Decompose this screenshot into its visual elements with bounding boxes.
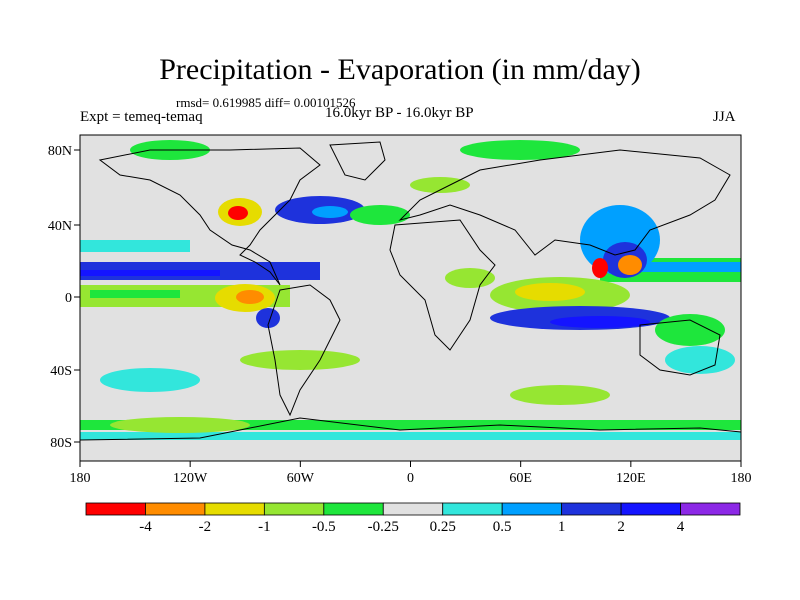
x-tick-label: 60E [509,471,532,486]
period-label: 16.0kyr BP - 16.0kyr BP [325,105,474,121]
coastlines [79,141,742,441]
colorbar-label: 2 [617,519,625,535]
colorbar-swatch [263,502,325,516]
colorbar-swatch [323,502,384,516]
colorbar-label: 4 [676,519,685,535]
season-label: JJA [713,109,736,125]
colorbar-swatch [561,502,622,516]
x-tick-label: 180 [731,471,752,486]
colorbar-label: 1 [557,519,566,535]
y-tick-label: 0 [65,291,72,306]
anomaly-field [80,140,741,440]
x-tick-label: 180 [70,471,91,486]
colorbar [85,502,741,516]
x-axis: 180 120W 60W 0 60E 120E 180 [70,461,752,486]
colorbar-swatch [145,502,206,516]
experiment-label: Expt = temeq-temaq [80,109,203,125]
colorbar-swatch [85,502,146,516]
y-tick-label: 80S [50,436,72,451]
colorbar-swatch [382,502,444,516]
colorbar-swatch [680,502,741,516]
x-tick-label: 0 [407,471,414,486]
y-tick-label: 40S [50,364,72,379]
y-axis: 80N 40N 0 40S 80S [48,144,80,451]
colorbar-label: 0.5 [492,519,512,535]
map-title: Precipitation - Evaporation (in mm/day) [159,53,641,86]
colorbar-label: -0.5 [311,519,336,535]
colorbar-label: -4 [139,519,152,535]
colorbar-label: -2 [198,519,212,535]
colorbar-swatch [501,502,563,516]
colorbar-swatch [442,502,503,516]
x-tick-label: 60W [287,471,315,486]
rmsd-diff-stats: rmsd= 0.619985 diff= 0.00101526 [176,95,356,110]
y-tick-label: 40N [48,219,72,234]
x-tick-label: 120W [173,471,208,486]
colorbar-label: -0.25 [367,519,399,535]
x-tick-label: 120E [616,471,646,486]
colorbar-swatch [204,502,265,516]
colorbar-label: 0.25 [429,519,456,535]
colorbar-label: -1 [258,519,271,535]
colorbar-swatch [620,502,681,516]
y-tick-label: 80N [48,144,72,159]
